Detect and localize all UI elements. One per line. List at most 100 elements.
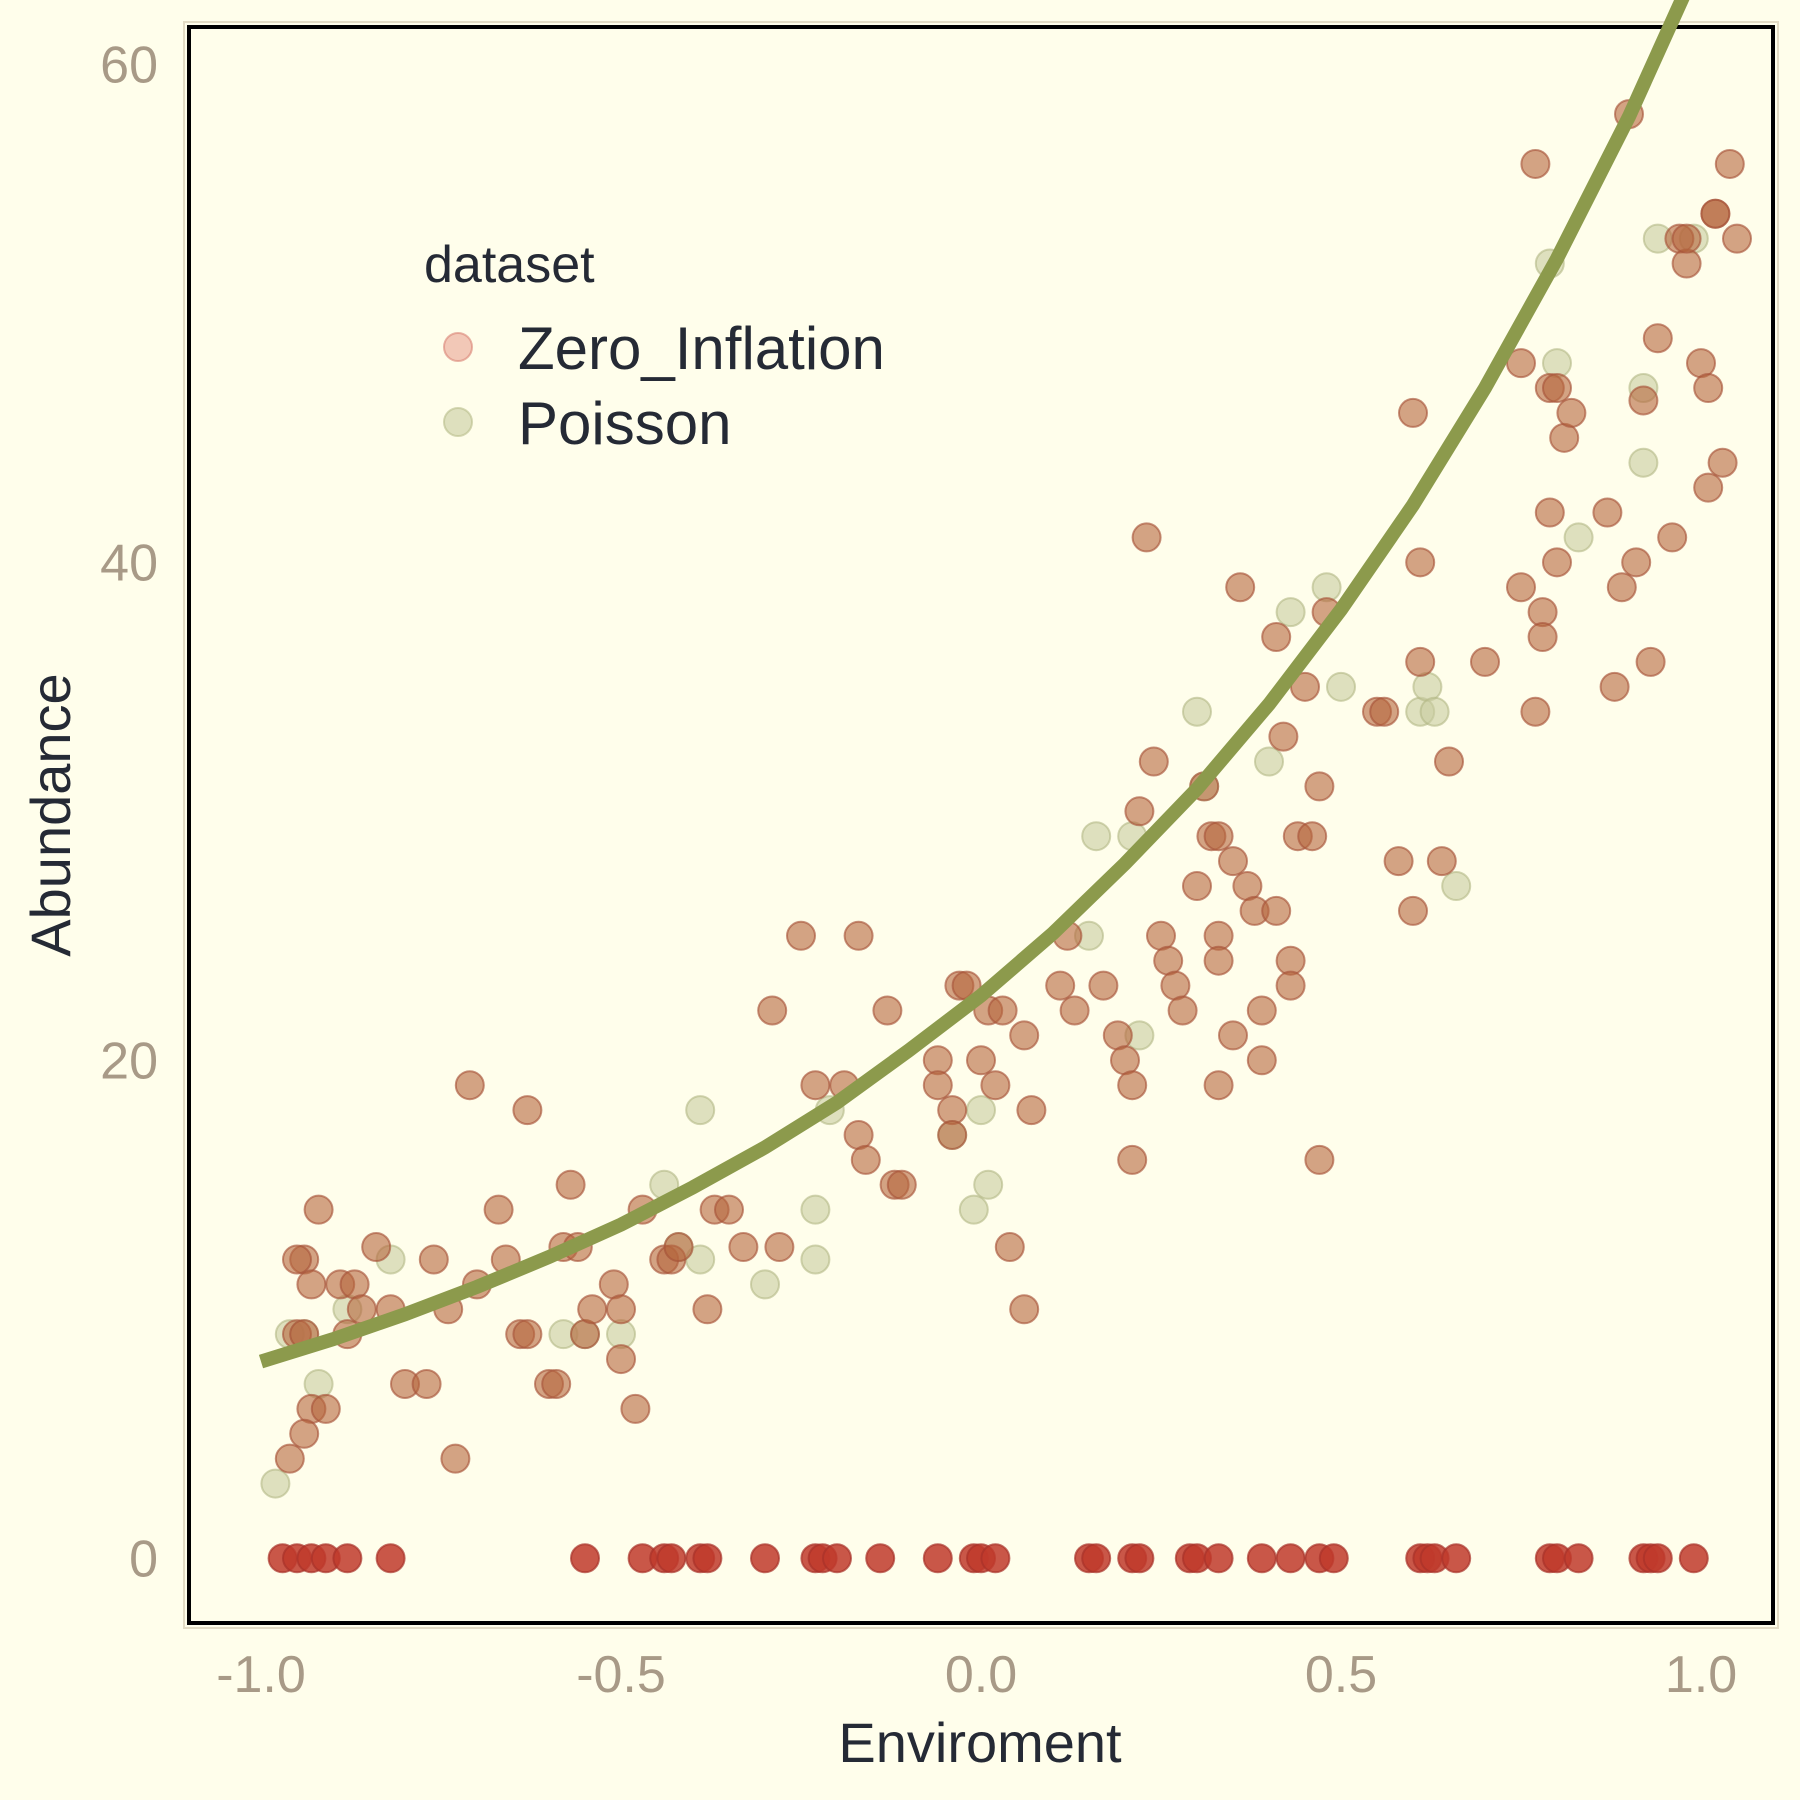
zero-inflation-point [1246, 1045, 1277, 1076]
zero-inflation-point [1275, 1543, 1306, 1574]
zero-inflation-point [274, 1443, 305, 1474]
zero-inflation-point [728, 1232, 759, 1263]
zero-inflation-point [1016, 1095, 1047, 1126]
zero-inflation-point [980, 1543, 1011, 1574]
zero-inflation-point [922, 1045, 953, 1076]
zero-inflation-point [1599, 671, 1630, 702]
zero-inflation-point [1642, 323, 1673, 354]
zero-inflation-point [570, 1319, 600, 1350]
zero-inflation-point [289, 1418, 320, 1449]
zero-inflation-point [1203, 920, 1234, 951]
poisson-point [973, 1169, 1004, 1200]
zero-inflation-point [1606, 572, 1637, 603]
zero-inflation-point [850, 1144, 881, 1175]
zero-inflation-point [1081, 1543, 1112, 1574]
zero-inflation-point [1182, 871, 1212, 902]
y-tick-label: 40 [100, 534, 158, 592]
poisson-point [1563, 522, 1594, 553]
zero-inflation-point [332, 1543, 363, 1574]
zero-inflation-point [1218, 846, 1248, 877]
zero-inflation-point [303, 1194, 334, 1225]
zero-inflation-point [1520, 696, 1551, 727]
zero-inflation-point [577, 1294, 608, 1325]
zero-inflation-point [310, 1393, 341, 1424]
y-tick-label: 0 [129, 1530, 158, 1588]
zero-inflation-point [692, 1294, 723, 1325]
zero-inflation-point [1124, 1543, 1155, 1574]
zero-inflation-point [1318, 1543, 1349, 1574]
zero-inflation-point [339, 1269, 370, 1300]
poisson-point [750, 1269, 780, 1300]
zero-inflation-point [361, 1232, 392, 1263]
zero-inflation-point [1218, 1020, 1248, 1051]
y-tick-label: 60 [100, 36, 158, 94]
zero-inflation-point [1275, 945, 1306, 976]
poisson-point [800, 1244, 831, 1275]
zero-inflation-point [1232, 871, 1263, 902]
zero-inflation-point [598, 1269, 629, 1300]
zero-inflation-point [1160, 970, 1191, 1001]
zero-inflation-point [620, 1393, 651, 1424]
zero-inflation-point [1426, 846, 1457, 877]
zero-inflation-point [418, 1244, 449, 1275]
zero-inflation-point [843, 1119, 874, 1150]
zero-inflation-point [750, 1543, 780, 1574]
zero-inflation-point [843, 920, 874, 951]
legend: dataset Zero_Inflation Poisson [424, 236, 885, 457]
zero-inflation-point [1527, 622, 1558, 653]
zero-inflation-point [1714, 148, 1745, 179]
zero-inflation-point [1441, 1543, 1472, 1574]
zero-inflation-point [1592, 497, 1623, 528]
poisson-point [958, 1194, 989, 1225]
y-axis-title: Abundance [19, 673, 82, 956]
legend-marker-zero-inflation [443, 332, 473, 362]
zero-inflation-point [1549, 422, 1580, 453]
zero-inflation-point [800, 1070, 831, 1101]
legend-label-zero-inflation: Zero_Inflation [518, 315, 885, 382]
poisson-point [1542, 348, 1572, 379]
zero-inflation-point [1383, 846, 1414, 877]
zero-inflation-point [1671, 223, 1702, 254]
poisson-point [1311, 572, 1342, 603]
zero-inflation-point [1009, 1294, 1040, 1325]
zero-inflation-point [1534, 497, 1565, 528]
poisson-point [1628, 447, 1659, 478]
poisson-point [1441, 871, 1472, 902]
zero-inflation-point [1398, 895, 1428, 926]
zero-inflation-point [1268, 721, 1299, 752]
zero-inflation-point [994, 1232, 1025, 1263]
zero-inflation-point [1088, 970, 1119, 1001]
zero-inflation-point [1722, 223, 1752, 254]
zero-inflation-point [512, 1095, 543, 1126]
x-tick-label: 0.0 [945, 1646, 1017, 1704]
zero-inflation-point [1246, 995, 1277, 1026]
x-tick-label: -1.0 [216, 1646, 306, 1704]
zero-inflation-point [1405, 646, 1436, 677]
zero-inflation-point [1563, 1543, 1594, 1574]
zero-inflation-point [1203, 821, 1234, 852]
poisson-point [685, 1095, 716, 1126]
poisson-point [800, 1194, 831, 1225]
zero-inflation-point [296, 1269, 327, 1300]
poisson-point [606, 1319, 636, 1350]
zero-inflation-point [786, 920, 816, 951]
zero-inflation-point [1678, 1543, 1709, 1574]
zero-inflation-point [757, 995, 788, 1026]
zero-inflation-point [1542, 547, 1572, 578]
poisson-point [260, 1468, 291, 1499]
poisson-point [1182, 696, 1212, 727]
zero-inflation-point [1275, 970, 1306, 1001]
x-axis-title: Enviroment [838, 1711, 1122, 1774]
zero-inflation-point [1203, 945, 1234, 976]
zero-inflation-point [1304, 771, 1335, 802]
zero-inflation-point [1124, 796, 1155, 827]
legend-label-poisson: Poisson [518, 390, 731, 457]
zero-inflation-point [1261, 895, 1292, 926]
zero-inflation-point [1527, 597, 1558, 628]
zero-inflation-point [541, 1368, 572, 1399]
zero-inflation-point [1045, 970, 1076, 1001]
zero-inflation-point [454, 1070, 485, 1101]
zero-inflation-point [1520, 148, 1551, 179]
zero-inflation-point [1297, 821, 1328, 852]
